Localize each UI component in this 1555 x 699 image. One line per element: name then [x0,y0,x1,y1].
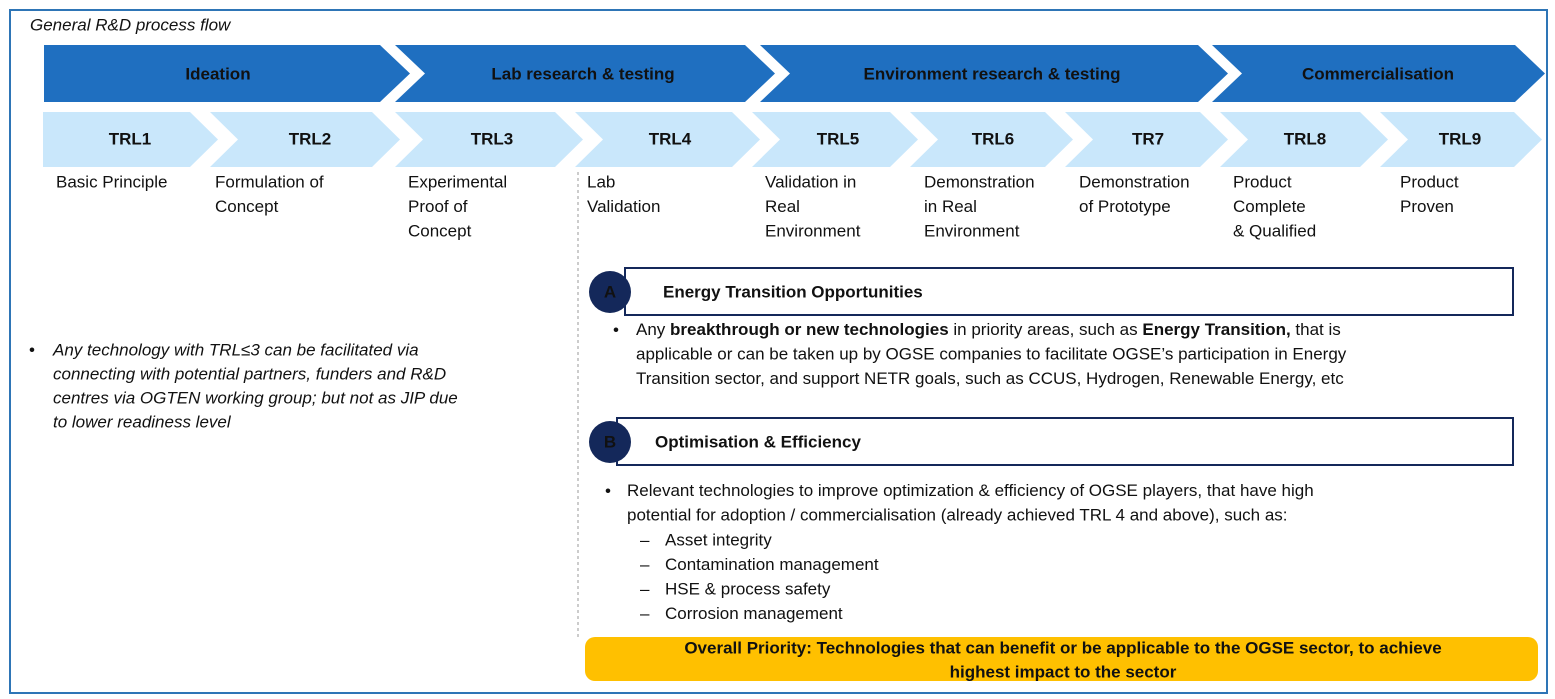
phase-chevron [395,45,775,102]
bullet: • [605,481,611,500]
sub-item: HSE & process safety [665,579,831,598]
trl-description: Environment [765,221,861,240]
trl-description: Basic Principle [56,172,168,191]
trl-description: Lab [587,172,615,191]
frame [9,9,1548,694]
trl-description: Demonstration [1079,172,1190,191]
bullet-line: Relevant technologies to improve optimiz… [627,481,1314,500]
trl-description: Concept [408,221,472,240]
priority-line: Overall Priority: Technologies that can … [684,638,1441,657]
text-run: applicable or can be taken up by OGSE co… [636,345,1347,364]
phase-label: Ideation [185,64,250,83]
title: General R&D process flow [30,15,232,34]
dash: – [640,530,650,549]
trl-description: Experimental [408,172,507,191]
badge [589,421,631,463]
trl-description: & Qualified [1233,221,1316,240]
trl-label: TRL3 [471,129,514,148]
phase-label: Environment research & testing [864,64,1121,83]
text-run: Transition sector, and support NETR goal… [636,369,1344,388]
phase-label: Lab research & testing [491,64,674,83]
sub-item: Corrosion management [665,604,843,623]
trl-description: Proof of [408,197,468,216]
bullet-line: Transition sector, and support NETR goal… [636,369,1344,388]
trl-chevron [1380,112,1542,167]
phase-chevron [760,45,1228,102]
trl-chevron [910,112,1073,167]
trl-chevron [752,112,918,167]
sub-item: Asset integrity [665,530,772,549]
section-title: Optimisation & Efficiency [655,432,861,451]
text-run: Relevant technologies to improve optimiz… [627,481,1314,500]
trl-description: Product [1233,172,1292,191]
trl-description: Environment [924,221,1020,240]
section-box [616,417,1514,466]
section-box [624,267,1514,316]
trl-chevron [1220,112,1388,167]
text-run: potential for adoption / commercialisati… [627,506,1288,525]
trl-description: Validation [587,197,660,216]
trl-description: of Prototype [1079,197,1171,216]
trl-label: TRL1 [109,129,152,148]
trl-description: Product [1400,172,1459,191]
bullet-line: potential for adoption / commercialisati… [627,506,1288,525]
trl-chevron [395,112,583,167]
trl-label: TRL6 [972,129,1015,148]
trl-description: Proven [1400,197,1454,216]
phase-chevron [1212,45,1545,102]
sub-item: Contamination management [665,555,879,574]
bullet: • [613,320,619,339]
badge-label: A [604,282,616,301]
badge-label: B [604,432,616,451]
section-title: Energy Transition Opportunities [663,282,923,301]
trl-description: Validation in [765,172,856,191]
trl-chevron [575,112,760,167]
trl-label: TRL5 [817,129,860,148]
bold-run: breakthrough or new technologies [670,320,949,339]
trl-description: Complete [1233,197,1306,216]
bullet-line: applicable or can be taken up by OGSE co… [636,345,1347,364]
dash: – [640,579,650,598]
text-run: that is [1291,320,1341,339]
trl-description: Formulation of [215,172,324,191]
priority-line: highest impact to the sector [950,662,1177,681]
dash: – [640,555,650,574]
trl-chevron [1065,112,1228,167]
trl-label: TRL2 [289,129,332,148]
dash: – [640,604,650,623]
note-line: centres via OGTEN working group; but not… [53,388,458,407]
trl-label: TRL8 [1284,129,1327,148]
trl-label: TR7 [1132,129,1164,148]
trl-label: TRL9 [1439,129,1482,148]
phase-label: Commercialisation [1302,64,1454,83]
trl-label: TRL4 [649,129,692,148]
note-line: to lower readiness level [53,412,232,431]
bullet: • [29,340,35,359]
trl-description: in Real [924,197,977,216]
note-line: Any technology with TRL≤3 can be facilit… [52,340,419,359]
note-line: connecting with potential partners, fund… [53,364,446,383]
bold-run: Energy Transition, [1142,320,1290,339]
trl-description: Real [765,197,800,216]
bullet-line: Any breakthrough or new technologies in … [636,320,1341,339]
badge [589,271,631,313]
trl-description: Demonstration [924,172,1035,191]
trl-chevron [210,112,400,167]
text-run: Any [636,320,670,339]
trl-description: Concept [215,197,279,216]
trl-chevron [43,112,218,167]
priority-box [585,637,1538,681]
phase-chevron [44,45,410,102]
text-run: in priority areas, such as [949,320,1143,339]
